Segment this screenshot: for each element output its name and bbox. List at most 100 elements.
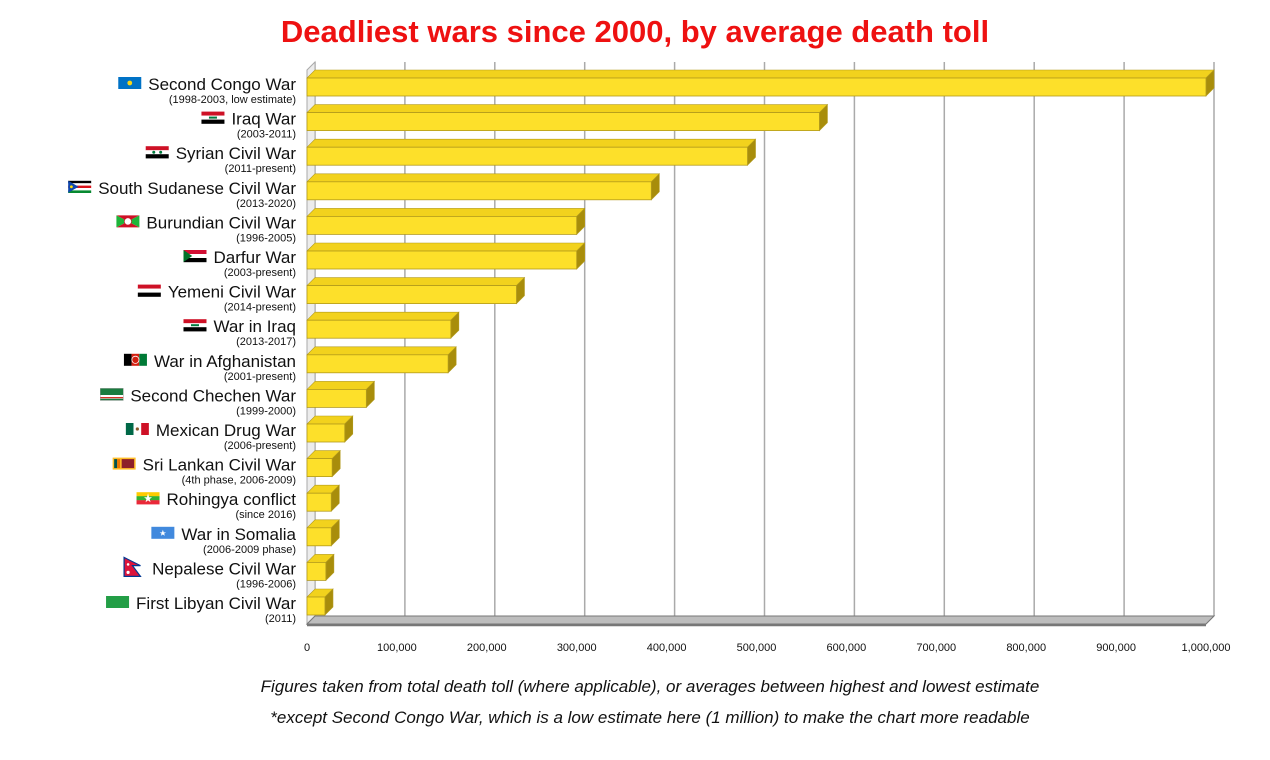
category-label-10: Mexican Drug War(2006-present)	[125, 421, 296, 452]
south-sudan-flag-icon	[68, 180, 92, 193]
afghanistan-flag-icon	[123, 353, 147, 366]
bar-1	[306, 112, 820, 131]
category-label-11: Sri Lankan Civil War(4th phase, 2006-200…	[112, 456, 297, 487]
category-label-9: Second Chechen War(1999-2000)	[100, 386, 296, 417]
syria-flag-icon	[145, 146, 169, 159]
bar-13	[306, 527, 332, 547]
drc-flag-icon	[118, 77, 142, 89]
bar-top-3	[306, 173, 661, 183]
category-labels: Second Congo War(1998-2003, low estimate…	[68, 75, 297, 625]
category-name: Second Chechen War	[130, 386, 296, 405]
category-detail: (2013-2017)	[236, 336, 296, 348]
bar-top-2	[306, 138, 757, 148]
bar-8	[306, 354, 449, 374]
sudan-flag-icon	[183, 250, 207, 263]
category-name: First Libyan Civil War	[136, 594, 296, 613]
category-label-0: Second Congo War(1998-2003, low estimate…	[118, 75, 296, 106]
bar-top-6	[306, 277, 526, 286]
category-name: Darfur War	[214, 248, 297, 267]
x-tick-label-2: 200,000	[467, 642, 507, 654]
category-detail: (2003-2011)	[237, 129, 296, 141]
category-detail: (2006-2009 phase)	[203, 544, 296, 556]
category-detail: (2011)	[265, 613, 296, 625]
category-label-12: Rohingya conflict(since 2016)	[136, 490, 297, 521]
category-label-15: First Libyan Civil War(2011)	[106, 594, 296, 625]
category-name: Yemeni Civil War	[168, 283, 297, 302]
bar-top-0	[306, 69, 1215, 79]
bar-5	[306, 250, 578, 270]
category-detail: (2014-present)	[224, 302, 296, 314]
nepal-flag-icon	[123, 556, 142, 578]
category-label-5: Darfur War(2003-present)	[183, 248, 297, 279]
floor	[305, 615, 1216, 625]
category-detail: (1998-2003, low estimate)	[169, 94, 296, 106]
x-tick-label-5: 500,000	[737, 642, 777, 654]
category-name: Second Congo War	[148, 75, 296, 94]
x-tick-label-6: 600,000	[827, 642, 867, 654]
bar-top-9	[306, 381, 376, 390]
bar-9	[306, 388, 367, 408]
category-name: Syrian Civil War	[176, 144, 297, 163]
category-name: Sri Lankan Civil War	[143, 456, 297, 475]
bar-11	[306, 458, 333, 478]
category-label-3: South Sudanese Civil War(2013-2020)	[68, 179, 296, 210]
category-label-14: Nepalese Civil War(1996-2006)	[123, 556, 296, 590]
bar-top-5	[306, 242, 586, 252]
category-detail: (2011-present)	[225, 163, 296, 175]
category-name: Iraq War	[231, 110, 296, 129]
x-tick-label-7: 700,000	[916, 642, 956, 654]
chart-title: Deadliest wars since 2000, by average de…	[280, 14, 990, 49]
footnote-figures: Figures taken from total death toll (whe…	[260, 677, 1040, 696]
bar-top-1	[306, 104, 829, 113]
category-detail: (4th phase, 2006-2009)	[182, 475, 296, 487]
x-tick-label-9: 900,000	[1096, 642, 1136, 654]
category-detail: (2001-present)	[224, 371, 296, 383]
category-name: War in Afghanistan	[154, 352, 296, 371]
category-detail: (1999-2000)	[236, 405, 296, 417]
bar-4	[306, 215, 578, 235]
category-detail: (1996-2006)	[236, 578, 296, 590]
bar-15	[306, 596, 326, 616]
x-tick-label-1: 100,000	[377, 642, 417, 654]
category-label-1: Iraq War(2003-2011)	[201, 110, 296, 141]
x-tick-label-8: 800,000	[1006, 642, 1046, 654]
bar-2	[306, 146, 748, 166]
iraq-flag-icon	[201, 111, 225, 124]
category-label-7: War in Iraq(2013-2017)	[183, 317, 296, 348]
yemen-flag-icon	[137, 284, 161, 297]
category-name: South Sudanese Civil War	[98, 179, 296, 198]
sri-lanka-flag-icon	[112, 457, 136, 470]
chechnya-flag-icon	[100, 388, 124, 401]
mexico-flag-icon	[125, 423, 149, 435]
x-tick-label-4: 400,000	[647, 642, 687, 654]
bar-top-7	[306, 311, 460, 321]
bar-7	[306, 319, 452, 339]
bar-top-4	[306, 208, 586, 217]
bar-top-8	[306, 346, 457, 356]
bars	[306, 69, 1215, 616]
bar-0	[306, 77, 1207, 97]
category-label-4: Burundian Civil War(1996-2005)	[116, 213, 296, 244]
category-label-13: War in Somalia(2006-2009 phase)	[151, 525, 297, 556]
category-detail: (1996-2005)	[236, 232, 296, 244]
category-name: Burundian Civil War	[146, 213, 296, 232]
libya-flag-icon	[106, 596, 130, 608]
category-detail: (2003-present)	[224, 267, 296, 279]
somalia-flag-icon	[151, 526, 175, 539]
bar-10	[306, 423, 346, 443]
category-label-6: Yemeni Civil War(2014-present)	[137, 283, 297, 314]
bar-12	[306, 492, 332, 512]
bar-3	[306, 181, 652, 201]
x-axis-ticks: 0 100,000 200,000 300,000 400,000 500,000 600,…	[304, 642, 1231, 654]
x-tick-label-10: 1,000,000	[1182, 642, 1231, 654]
footnote-congo-estimate: *except Second Congo War, which is a low…	[270, 708, 1030, 727]
category-label-2: Syrian Civil War(2011-present)	[145, 144, 297, 175]
category-detail: (since 2016)	[235, 509, 296, 521]
category-name: Rohingya conflict	[167, 490, 297, 509]
category-name: Mexican Drug War	[156, 421, 296, 440]
iraq-flag-icon	[183, 319, 207, 332]
category-name: Nepalese Civil War	[152, 559, 296, 578]
category-detail: (2013-2020)	[236, 198, 296, 210]
myanmar-flag-icon	[136, 492, 160, 505]
